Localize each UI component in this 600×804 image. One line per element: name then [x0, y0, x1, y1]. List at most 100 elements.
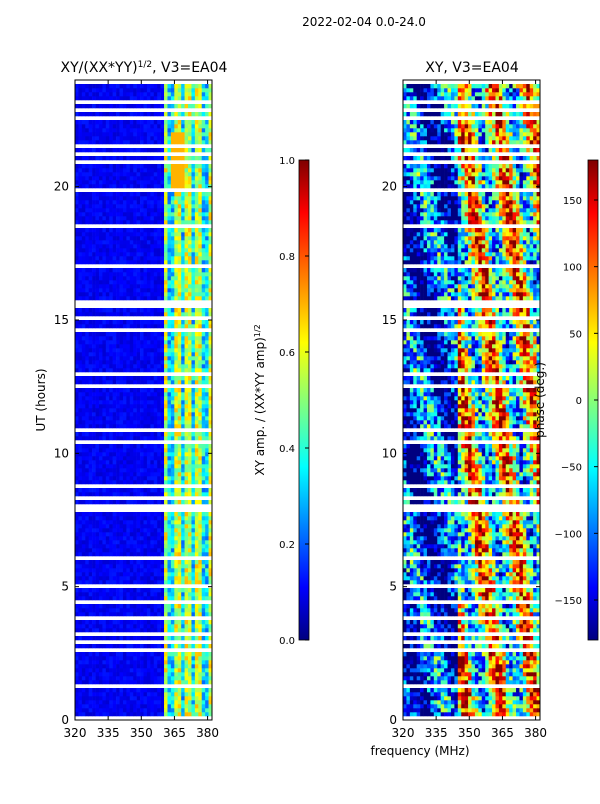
heatmap-cell [201, 408, 206, 413]
heatmap-cell [102, 436, 107, 441]
heatmap-cell [126, 592, 131, 597]
heatmap-cell [140, 604, 144, 609]
heatmap-cell [133, 524, 137, 529]
heatmap-cell [164, 212, 168, 217]
heatmap-cell [78, 660, 83, 665]
heatmap-cell [170, 196, 175, 201]
heatmap-cell [98, 552, 103, 557]
heatmap-cell [198, 332, 203, 337]
heatmap-cell [184, 424, 189, 429]
heatmap-cell [119, 548, 124, 553]
heatmap-cell [136, 248, 141, 253]
heatmap-cell [88, 480, 93, 485]
heatmap-cell [188, 380, 192, 385]
heatmap-cell [205, 612, 209, 617]
heatmap-cell [126, 548, 131, 553]
heatmap-cell [184, 676, 189, 681]
heatmap-cell [150, 400, 155, 405]
heatmap-cell [150, 404, 155, 409]
heatmap-cell [198, 352, 203, 357]
heatmap-cell [208, 624, 213, 629]
heatmap-cell [201, 348, 206, 353]
heatmap-cell [81, 308, 86, 313]
heatmap-cell [205, 660, 209, 665]
heatmap-cell [143, 472, 148, 477]
heatmap-cell [201, 324, 206, 329]
heatmap-cell [164, 320, 168, 325]
heatmap-cell [194, 276, 199, 281]
heatmap-cell [208, 296, 213, 301]
heatmap-cell [75, 676, 79, 681]
heatmap-cell [85, 540, 89, 545]
heatmap-cell [102, 700, 107, 705]
heatmap-cell [205, 456, 209, 461]
heatmap-cell [85, 560, 89, 565]
heatmap-cell [98, 256, 103, 261]
heatmap-cell [129, 464, 134, 469]
heatmap-cell [102, 288, 107, 293]
heatmap-cell [92, 588, 96, 593]
heatmap-cell [98, 252, 103, 257]
heatmap-cell [198, 392, 203, 397]
heatmap-cell [188, 568, 192, 573]
heatmap-cell [88, 424, 93, 429]
heatmap-cell [167, 512, 172, 517]
heatmap-cell [184, 284, 189, 289]
heatmap-cell [174, 248, 179, 253]
heatmap-cell [184, 400, 189, 405]
heatmap-cell [181, 652, 185, 657]
heatmap-cell [191, 168, 196, 173]
heatmap-cell [126, 276, 131, 281]
heatmap-cell [164, 392, 168, 397]
heatmap-cell [164, 356, 168, 361]
heatmap-cell [181, 620, 185, 625]
heatmap-cell [205, 668, 209, 673]
heatmap-cell [167, 432, 172, 437]
heatmap-cell [85, 688, 89, 693]
heatmap-cell [122, 544, 127, 549]
heatmap-cell [133, 472, 137, 477]
heatmap-cell [98, 492, 103, 497]
heatmap-cell [191, 412, 196, 417]
heatmap-cell [75, 172, 79, 177]
heatmap-cell [133, 140, 137, 145]
heatmap-cell [164, 128, 168, 133]
heatmap-cell [191, 448, 196, 453]
heatmap-cell [102, 140, 107, 145]
heatmap-cell [174, 580, 179, 585]
heatmap-cell [92, 532, 96, 537]
heatmap-cell [75, 564, 79, 569]
heatmap-cell [95, 700, 100, 705]
heatmap-cell [85, 148, 89, 153]
heatmap-cell [105, 696, 110, 701]
heatmap-cell [164, 196, 168, 201]
heatmap-cell [208, 368, 213, 373]
heatmap-cell [201, 388, 206, 393]
heatmap-cell [194, 168, 199, 173]
heatmap-cell [102, 136, 107, 141]
heatmap-cell [191, 120, 196, 125]
heatmap-cell [157, 452, 161, 457]
heatmap-cell [78, 564, 83, 569]
heatmap-cell [205, 520, 209, 525]
heatmap-cell [119, 448, 124, 453]
heatmap-cell [75, 472, 79, 477]
heatmap-cell [157, 672, 161, 677]
heatmap-cell [140, 332, 144, 337]
heatmap-cell [205, 324, 209, 329]
heatmap-cell [174, 492, 179, 497]
heatmap-cell [133, 180, 137, 185]
heatmap-cell [181, 380, 185, 385]
heatmap-cell [174, 236, 179, 241]
heatmap-cell [126, 320, 131, 325]
heatmap-cell [177, 544, 182, 549]
heatmap-cell [184, 276, 189, 281]
heatmap-cell [133, 104, 137, 109]
heatmap-cell [208, 596, 213, 601]
heatmap-cell [143, 296, 148, 301]
heatmap-cell [184, 312, 189, 317]
heatmap-cell [191, 564, 196, 569]
heatmap-cell [116, 180, 120, 185]
heatmap-cell [208, 204, 213, 209]
heatmap-cell [194, 588, 199, 593]
